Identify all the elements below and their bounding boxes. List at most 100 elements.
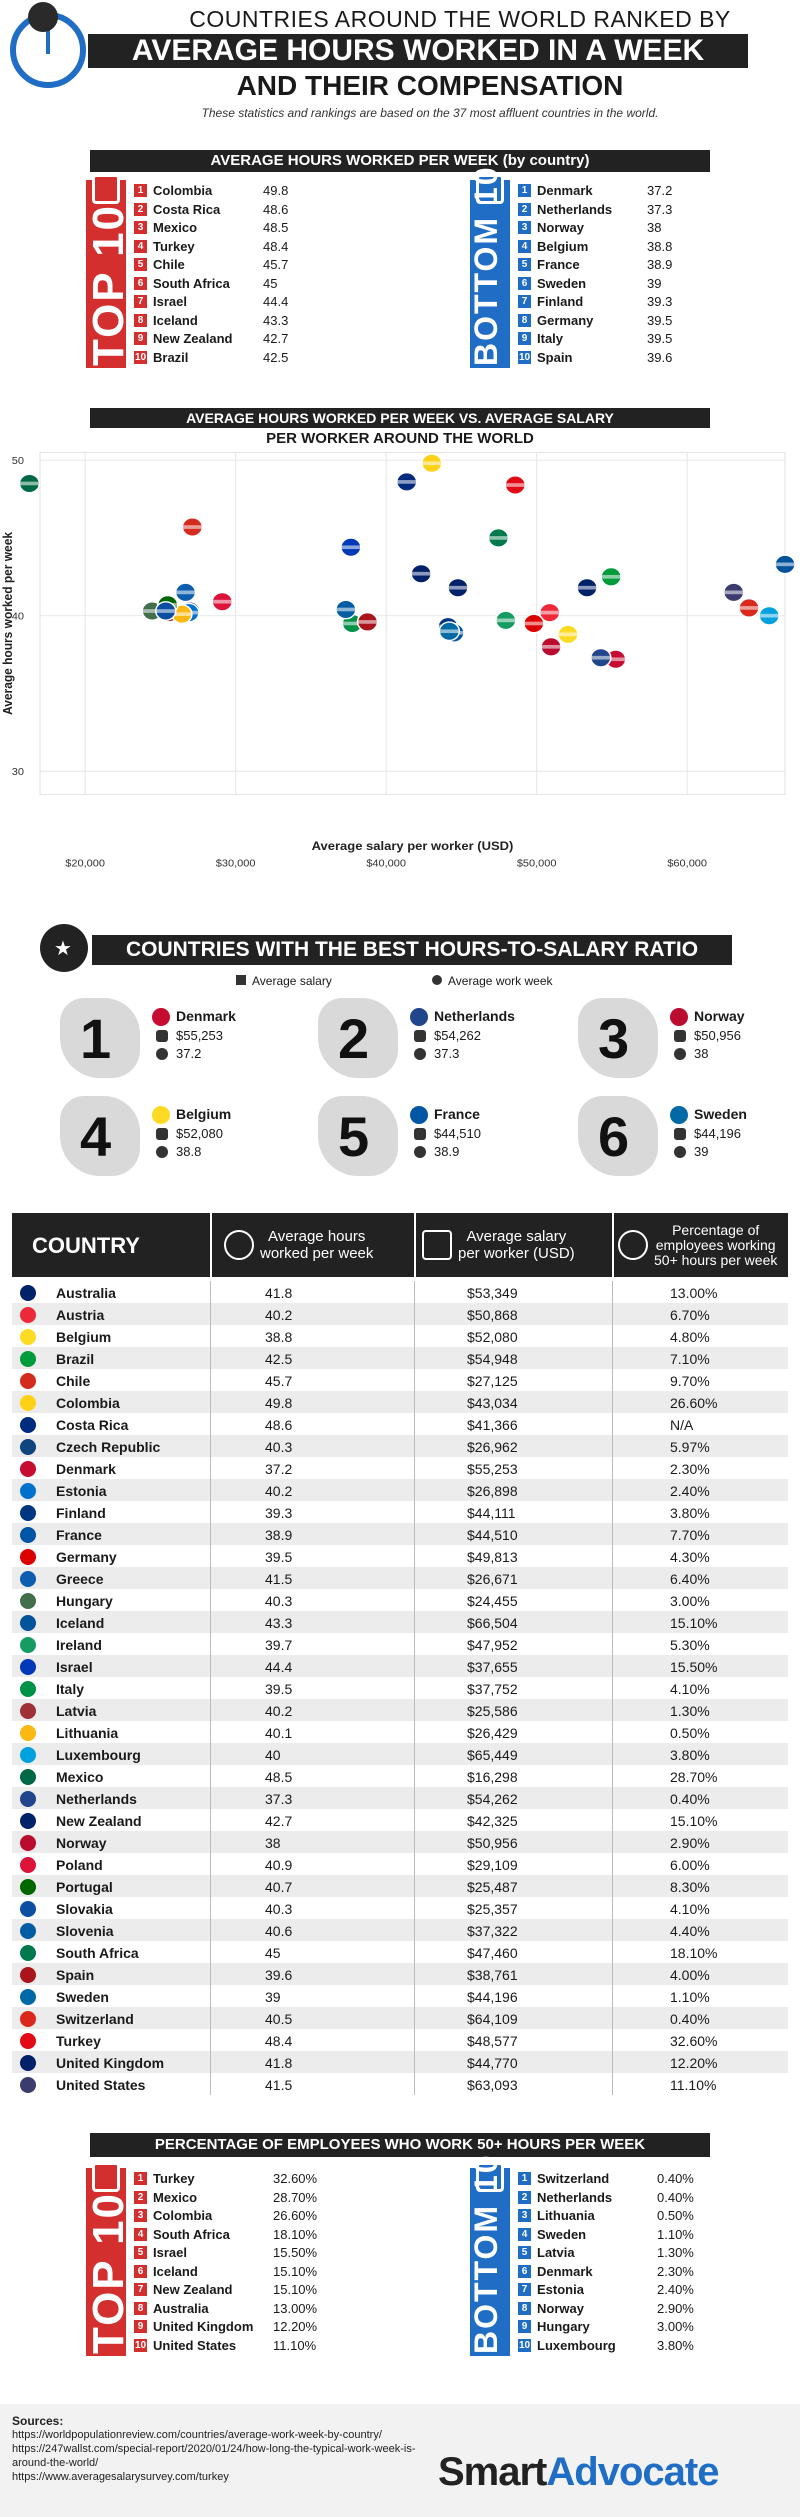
pct-top-item: 7 New Zealand 15.10% xyxy=(134,2281,317,2298)
flag-stripe xyxy=(212,599,233,604)
cell-percentage: N/A xyxy=(670,1417,694,1433)
y-tick-label: 40 xyxy=(12,611,24,622)
table-row: Estonia 40.2 $26,898 2.40% xyxy=(12,1479,788,1501)
column-divider xyxy=(210,1809,211,1831)
cell-hours: 39.5 xyxy=(265,1549,293,1565)
column-divider xyxy=(612,1831,613,1853)
rank-number: 10 xyxy=(518,2338,531,2352)
col-salary-header: Average salary per worker (USD) xyxy=(422,1213,618,1277)
rank-number: 3 xyxy=(518,221,531,234)
col-hours-header-text: Average hours worked per week xyxy=(260,1228,373,1262)
ratio-hours: 38.8 xyxy=(176,1144,202,1159)
country-name: United States xyxy=(153,2337,237,2353)
table-row: Ireland 39.7 $47,952 5.30% xyxy=(12,1633,788,1655)
cell-hours: 38.9 xyxy=(265,1527,293,1543)
cell-country: Colombia xyxy=(56,1395,120,1411)
table-row: Netherlands 37.3 $54,262 0.40% xyxy=(12,1787,788,1809)
column-divider xyxy=(414,1655,415,1677)
table-row: Belgium 38.8 $52,080 4.80% xyxy=(12,1325,788,1347)
column-divider xyxy=(612,1567,613,1589)
cell-percentage: 3.80% xyxy=(670,1747,710,1763)
column-divider xyxy=(612,1699,613,1721)
cell-hours: 43.3 xyxy=(265,1615,293,1631)
value: 44.4 xyxy=(263,294,289,309)
flag-stripe xyxy=(357,620,378,624)
flag-stripe xyxy=(340,545,361,550)
column-divider xyxy=(210,1985,211,2007)
cell-hours: 38.8 xyxy=(265,1329,293,1345)
pct-top-item: 6 Iceland 15.10% xyxy=(134,2263,317,2280)
column-divider xyxy=(612,1281,613,1303)
rank-number: 1 xyxy=(134,184,147,197)
source-link[interactable]: https://247wallst.com/special-report/202… xyxy=(12,2443,416,2469)
column-divider xyxy=(414,1633,415,1655)
table-row: Germany 39.5 $49,813 4.30% xyxy=(12,1545,788,1567)
country-name: Turkey xyxy=(153,2171,195,2186)
ratio-country-name: Netherlands xyxy=(434,1008,515,1024)
column-divider xyxy=(612,1325,613,1347)
ratio-legend-salary-label: Average salary xyxy=(252,974,332,988)
pct-top-item: 5 Israel 15.50% xyxy=(134,2244,317,2261)
country-map xyxy=(318,1096,398,1176)
value: 1.30% xyxy=(657,2245,694,2260)
cell-country: New Zealand xyxy=(56,1813,142,1829)
country-name: Iceland xyxy=(153,2263,198,2279)
cell-salary: $47,952 xyxy=(467,1637,518,1653)
ratio-rank: 4 xyxy=(80,1105,112,1168)
flag-icon xyxy=(20,1857,36,1873)
source-link[interactable]: https://www.averagesalarysurvey.com/turk… xyxy=(12,2471,229,2483)
hours-top-item: 1 Colombia 49.8 xyxy=(134,182,288,199)
table-row: Czech Republic 40.3 $26,962 5.97% xyxy=(12,1435,788,1457)
value: 12.20% xyxy=(273,2319,318,2334)
col-hours-header: Average hours worked per week xyxy=(224,1213,414,1277)
column-divider xyxy=(414,1787,415,1809)
column-divider xyxy=(414,1281,415,1303)
pct-bottom-item: 10 Luxembourg 3.80% xyxy=(518,2337,694,2354)
flag-stripe xyxy=(447,585,468,590)
flag-stripe xyxy=(775,562,796,567)
value: 39.6 xyxy=(647,349,673,365)
flag-stripe xyxy=(505,483,526,487)
column-divider xyxy=(210,1325,211,1347)
ratio-legend-salary: Average salary xyxy=(236,974,332,988)
flag-icon xyxy=(20,1351,36,1367)
flag-stripe xyxy=(421,461,442,466)
column-divider xyxy=(612,2073,613,2095)
value: 11.10% xyxy=(273,2337,317,2353)
cell-percentage: 28.70% xyxy=(670,1769,718,1785)
cell-hours: 39.7 xyxy=(265,1637,293,1653)
header-divider xyxy=(612,1213,614,1277)
rank-number: 7 xyxy=(134,2283,147,2296)
pct-top-item: 1 Turkey 32.60% xyxy=(134,2170,317,2187)
cell-salary: $24,455 xyxy=(467,1593,518,1609)
rank-number: 6 xyxy=(518,276,531,290)
header-subtitle: These statistics and rankings are based … xyxy=(201,106,659,120)
column-divider xyxy=(612,1919,613,1941)
cell-country: Czech Republic xyxy=(56,1439,161,1455)
y-tick-label: 30 xyxy=(12,766,24,777)
flag-stripe xyxy=(577,585,598,590)
cell-country: Iceland xyxy=(56,1615,105,1631)
rank-number: 6 xyxy=(134,276,147,290)
cell-percentage: 7.10% xyxy=(670,1351,710,1367)
cell-percentage: 3.80% xyxy=(670,1505,710,1521)
ratio-hours: 37.2 xyxy=(176,1046,202,1061)
column-divider xyxy=(414,1391,415,1413)
cell-hours: 40.9 xyxy=(265,1857,293,1873)
source-link[interactable]: https://worldpopulationreview.com/countr… xyxy=(12,2429,382,2441)
flag-icon xyxy=(152,1008,170,1026)
rank-number: 3 xyxy=(134,2209,147,2222)
column-divider xyxy=(210,1347,211,1369)
hours-lists: TOP 10 1 Colombia 49.8 2 Costa Rica 48.6 3 Mexic… xyxy=(0,165,800,380)
pct-bottom-item: 8 Norway 2.90% xyxy=(518,2300,694,2317)
flag-icon xyxy=(20,1659,36,1675)
award-icon: ★ xyxy=(40,924,88,972)
cell-percentage: 4.80% xyxy=(670,1329,710,1345)
value: 39.5 xyxy=(647,312,673,328)
flag-stripe xyxy=(601,574,622,579)
pct-bottom-item: 4 Sweden 1.10% xyxy=(518,2226,694,2243)
flag-icon xyxy=(670,1106,688,1124)
cell-salary: $16,298 xyxy=(467,1769,518,1785)
flag-stripe xyxy=(182,525,203,529)
cell-hours: 45.7 xyxy=(265,1373,293,1389)
